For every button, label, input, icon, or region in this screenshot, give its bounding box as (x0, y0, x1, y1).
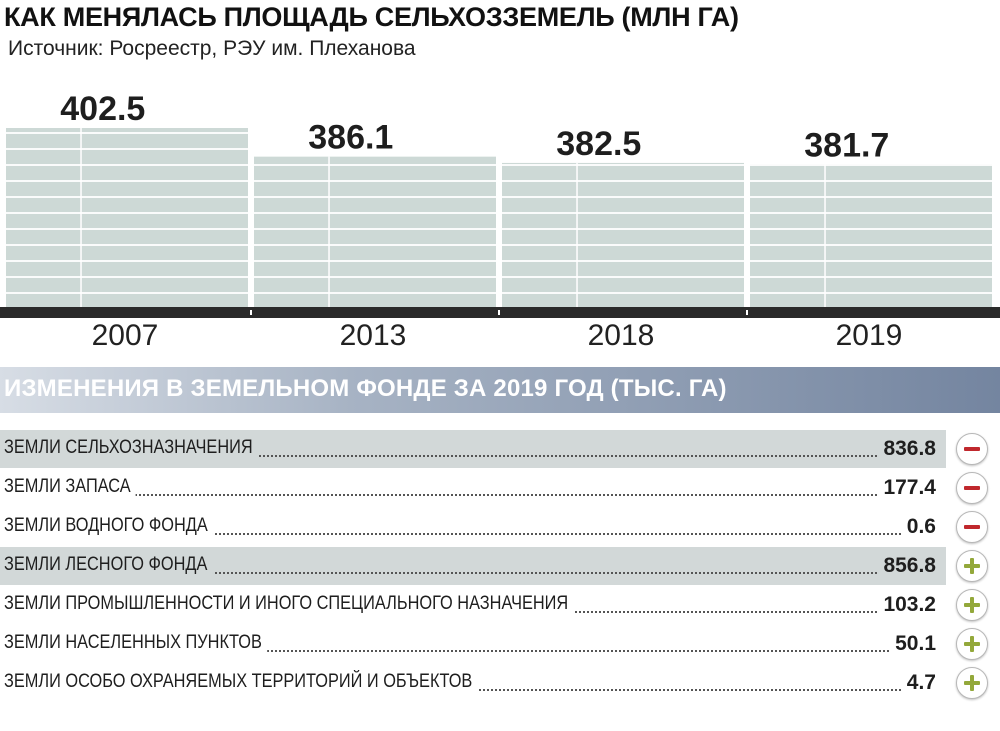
baseline-notch (746, 310, 748, 315)
plus-icon (956, 589, 988, 621)
plus-icon (956, 550, 988, 582)
source-note: Источник: Росреестр, РЭУ им. Плеханова (8, 37, 416, 60)
item-value: 856.8 (877, 554, 936, 578)
item-value: 103.2 (877, 593, 936, 617)
x-tick-label: 2018 (588, 319, 655, 352)
item-value: 4.7 (900, 671, 936, 695)
x-tick-label: 2013 (340, 319, 407, 352)
minus-icon (956, 472, 988, 504)
item-value: 0.6 (900, 515, 936, 539)
item-label: ЗЕМЛИ ВОДНОГО ФОНДА (4, 515, 213, 537)
item-label: ЗЕМЛИ ЗАПАСА (4, 476, 136, 498)
x-tick-label: 2007 (92, 319, 159, 352)
plus-icon (956, 628, 988, 660)
dot-leader (8, 572, 928, 574)
dot-leader (8, 455, 928, 457)
item-label: ЗЕМЛИ ОСОБО ОХРАНЯЕМЫХ ТЕРРИТОРИЙ И ОБЪЕ… (4, 671, 478, 693)
bar-2018 (502, 162, 744, 307)
bar-2013 (254, 156, 496, 307)
list-item: ЗЕМЛИ ВОДНОГО ФОНДА 0.6 (0, 508, 1000, 546)
bar-value-label: 402.5 (60, 90, 145, 128)
item-value: 177.4 (877, 476, 936, 500)
section-title: ИЗМЕНЕНИЯ В ЗЕМЕЛЬНОМ ФОНДЕ ЗА 2019 ГОД … (4, 375, 727, 402)
list-item: ЗЕМЛИ СЕЛЬХОЗНАЗНАЧЕНИЯ 836.8 (0, 430, 1000, 468)
plus-icon (956, 667, 988, 699)
dot-leader (8, 650, 928, 652)
item-label: ЗЕМЛИ СЕЛЬХОЗНАЗНАЧЕНИЯ (4, 437, 258, 459)
bar-2007 (6, 128, 248, 307)
list-item: ЗЕМЛИ ЛЕСНОГО ФОНДА 856.8 (0, 547, 1000, 585)
minus-icon (956, 511, 988, 543)
chart-title: КАК МЕНЯЛАСЬ ПЛОЩАДЬ СЕЛЬХОЗЗЕМЕЛЬ (МЛН … (4, 2, 739, 32)
bar-value-label: 381.7 (804, 126, 889, 164)
dot-leader (8, 533, 928, 535)
list-item: ЗЕМЛИ НАСЕЛЕННЫХ ПУНКТОВ 50.1 (0, 625, 1000, 663)
item-label: ЗЕМЛИ НАСЕЛЕННЫХ ПУНКТОВ (4, 632, 268, 654)
section-header: ИЗМЕНЕНИЯ В ЗЕМЕЛЬНОМ ФОНДЕ ЗА 2019 ГОД … (0, 367, 1000, 413)
bar-chart: 402.5 386.1 382.5 381.7 2007 2013 2018 2019 (0, 90, 1000, 352)
item-value: 50.1 (889, 632, 936, 656)
item-value: 836.8 (877, 437, 936, 461)
item-label: ЗЕМЛИ ПРОМЫШЛЕННОСТИ И ИНОГО СПЕЦИАЛЬНОГ… (4, 593, 574, 615)
minus-icon (956, 433, 988, 465)
item-label: ЗЕМЛИ ЛЕСНОГО ФОНДА (4, 554, 213, 576)
bar-value-label: 382.5 (556, 125, 641, 163)
baseline-notch (498, 310, 500, 315)
x-tick-label: 2019 (836, 319, 903, 352)
baseline-notch (250, 310, 252, 315)
list-item: ЗЕМЛИ ОСОБО ОХРАНЯЕМЫХ ТЕРРИТОРИЙ И ОБЪЕ… (0, 664, 1000, 702)
bar-value-label: 386.1 (308, 119, 393, 157)
bar-2019 (750, 164, 992, 307)
list-item: ЗЕМЛИ ЗАПАСА 177.4 (0, 469, 1000, 507)
dot-leader (8, 494, 928, 496)
list-item: ЗЕМЛИ ПРОМЫШЛЕННОСТИ И ИНОГО СПЕЦИАЛЬНОГ… (0, 586, 1000, 624)
